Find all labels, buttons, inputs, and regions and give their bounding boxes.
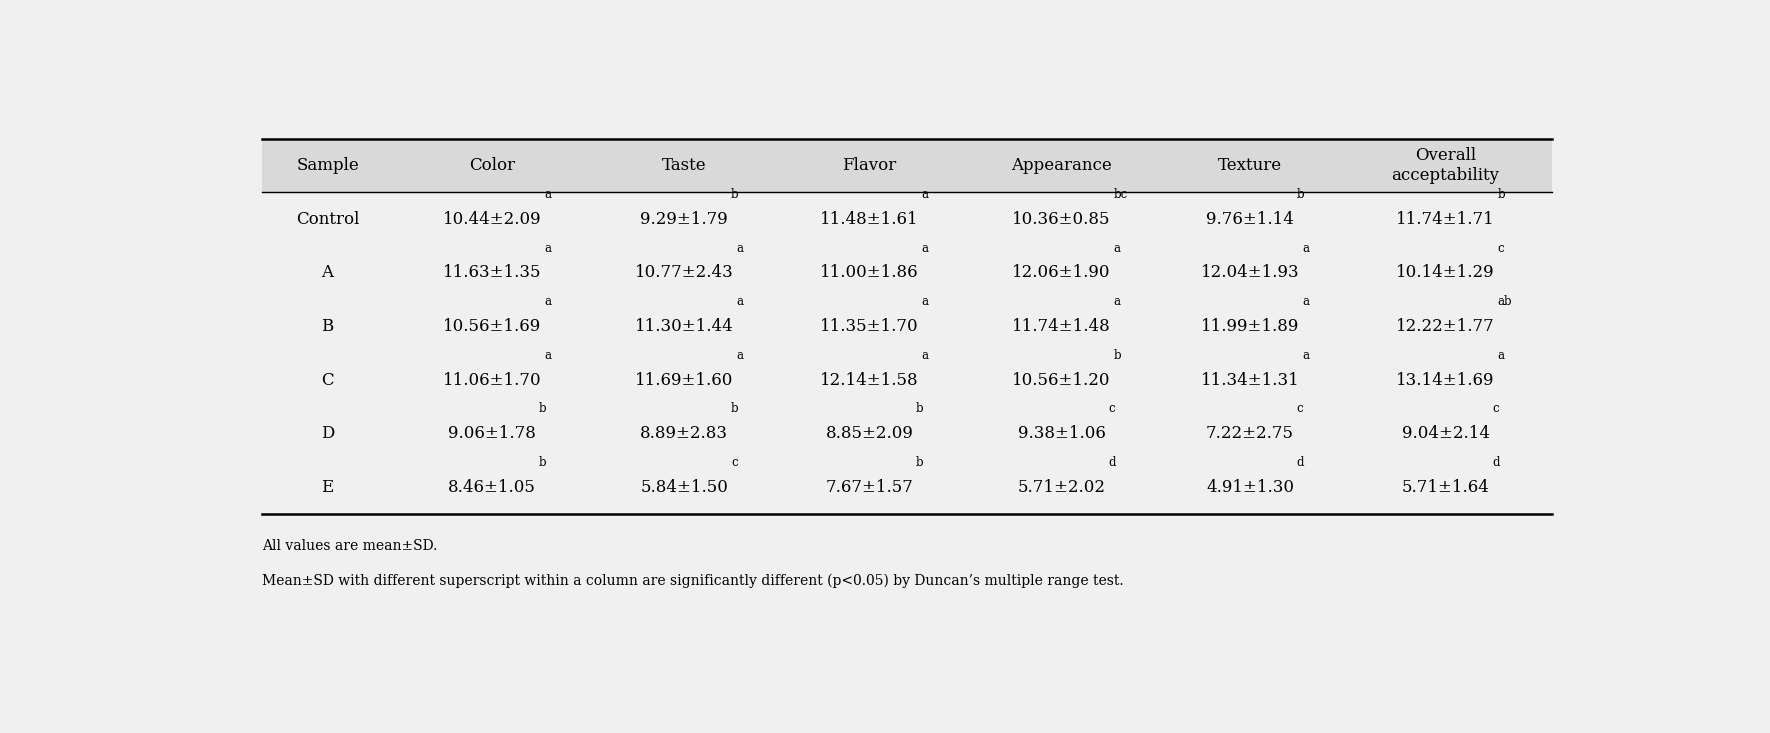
Text: b: b [538,456,547,469]
Text: a: a [736,349,743,362]
Text: Taste: Taste [662,157,706,174]
Bar [262,139,1552,192]
Text: a: a [1303,349,1310,362]
Text: b: b [1497,188,1504,201]
Text: 9.04±2.14: 9.04±2.14 [1402,425,1490,442]
Text: b: b [917,456,924,469]
Text: ab: ab [1497,295,1512,308]
Text: 11.35±1.70: 11.35±1.70 [820,318,919,335]
Text: 7.22±2.75: 7.22±2.75 [1205,425,1294,442]
Text: a: a [922,242,929,254]
Text: 11.00±1.86: 11.00±1.86 [820,265,919,281]
Text: 10.44±2.09: 10.44±2.09 [442,210,542,228]
Text: 8.85±2.09: 8.85±2.09 [825,425,913,442]
Text: 8.46±1.05: 8.46±1.05 [448,479,536,496]
Text: Mean±SD with different superscript within a column are significantly different (: Mean±SD with different superscript withi… [262,573,1124,588]
Text: B: B [322,318,335,335]
Text: a: a [543,242,550,254]
Text: All values are mean±SD.: All values are mean±SD. [262,539,437,553]
Text: a: a [1497,349,1504,362]
Text: b: b [731,402,738,416]
Text: 9.06±1.78: 9.06±1.78 [448,425,536,442]
Text: 5.84±1.50: 5.84±1.50 [641,479,727,496]
Text: 11.69±1.60: 11.69±1.60 [635,372,733,388]
Text: a: a [736,295,743,308]
Text: a: a [1113,295,1120,308]
Text: b: b [1297,188,1304,201]
Text: a: a [1303,295,1310,308]
Text: a: a [1113,242,1120,254]
Text: a: a [1303,242,1310,254]
Text: 7.67±1.57: 7.67±1.57 [825,479,913,496]
Text: 12.22±1.77: 12.22±1.77 [1397,318,1496,335]
Text: d: d [1297,456,1304,469]
Text: Sample: Sample [296,157,359,174]
Text: D: D [320,425,335,442]
Text: 8.89±2.83: 8.89±2.83 [641,425,727,442]
Text: 11.06±1.70: 11.06±1.70 [442,372,542,388]
Text: 4.91±1.30: 4.91±1.30 [1205,479,1294,496]
Text: 9.29±1.79: 9.29±1.79 [641,210,727,228]
Text: 10.14±1.29: 10.14±1.29 [1397,265,1496,281]
Text: a: a [922,295,929,308]
Text: 5.71±1.64: 5.71±1.64 [1402,479,1490,496]
Text: Appearance: Appearance [1011,157,1112,174]
Text: 9.76±1.14: 9.76±1.14 [1205,210,1294,228]
Text: c: c [1497,242,1504,254]
Text: 12.04±1.93: 12.04±1.93 [1200,265,1299,281]
Text: 10.77±2.43: 10.77±2.43 [635,265,733,281]
Text: E: E [322,479,335,496]
Text: c: c [1492,402,1499,416]
Text: Flavor: Flavor [843,157,897,174]
Text: Control: Control [296,210,359,228]
Text: Texture: Texture [1218,157,1281,174]
Text: b: b [731,188,738,201]
Text: 13.14±1.69: 13.14±1.69 [1397,372,1496,388]
Text: c: c [1108,402,1115,416]
Text: bc: bc [1113,188,1127,201]
Text: a: a [543,295,550,308]
Text: 11.34±1.31: 11.34±1.31 [1200,372,1299,388]
Text: d: d [1108,456,1115,469]
Text: 12.06±1.90: 12.06±1.90 [1012,265,1112,281]
Text: d: d [1492,456,1499,469]
Text: b: b [1113,349,1120,362]
Text: 10.56±1.69: 10.56±1.69 [442,318,542,335]
Text: 11.63±1.35: 11.63±1.35 [442,265,542,281]
Text: a: a [922,188,929,201]
Text: 9.38±1.06: 9.38±1.06 [1018,425,1106,442]
Text: c: c [731,456,738,469]
Text: a: a [736,242,743,254]
Text: b: b [538,402,547,416]
Text: 10.36±0.85: 10.36±0.85 [1012,210,1112,228]
Text: b: b [917,402,924,416]
Text: 11.99±1.89: 11.99±1.89 [1200,318,1299,335]
Text: Overall
acceptability: Overall acceptability [1391,147,1499,184]
Text: a: a [922,349,929,362]
Text: 11.74±1.71: 11.74±1.71 [1397,210,1496,228]
Text: a: a [543,349,550,362]
Text: 11.74±1.48: 11.74±1.48 [1012,318,1112,335]
Text: 12.14±1.58: 12.14±1.58 [820,372,919,388]
Text: C: C [320,372,335,388]
Text: A: A [322,265,333,281]
Text: c: c [1297,402,1303,416]
Text: 11.30±1.44: 11.30±1.44 [635,318,733,335]
Text: Color: Color [469,157,515,174]
Text: 11.48±1.61: 11.48±1.61 [820,210,919,228]
Text: 10.56±1.20: 10.56±1.20 [1012,372,1112,388]
Text: 5.71±2.02: 5.71±2.02 [1018,479,1106,496]
Text: a: a [543,188,550,201]
